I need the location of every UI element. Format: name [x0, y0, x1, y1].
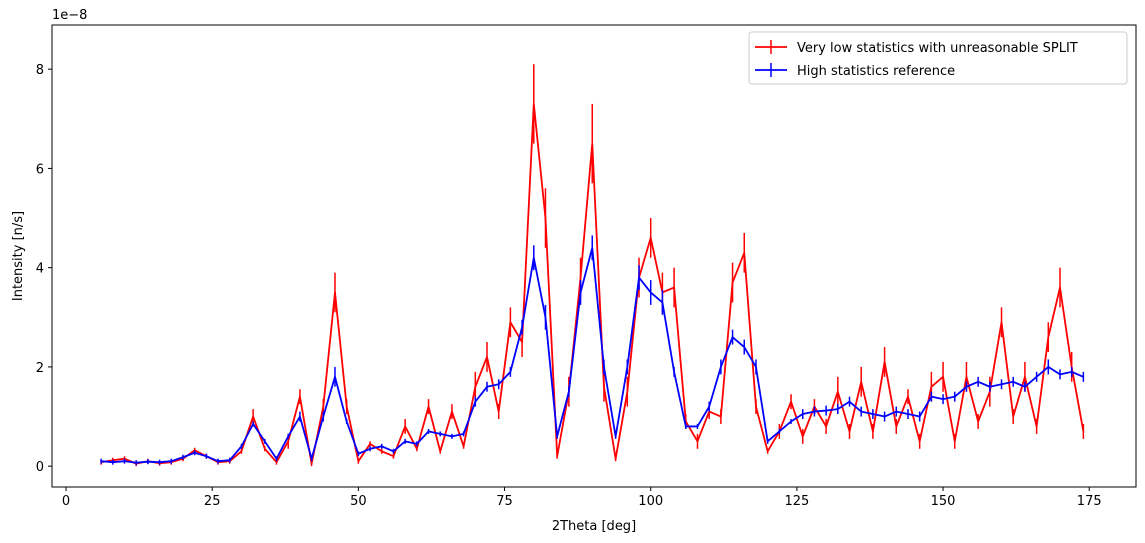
x-tick-label: 175: [1077, 494, 1102, 509]
x-tick-label: 150: [931, 494, 956, 509]
y-tick-label: 6: [36, 162, 44, 177]
y-tick-label: 8: [36, 63, 44, 78]
legend-label: Very low statistics with unreasonable SP…: [797, 41, 1078, 56]
legend-box: [748, 31, 1128, 85]
x-tick-label: 0: [62, 494, 70, 509]
x-tick-label: 100: [638, 494, 663, 509]
series-line: [100, 103, 1085, 465]
x-tick-label: 50: [350, 494, 367, 509]
plot-frame: [51, 24, 1137, 488]
y-tick-label: 0: [36, 460, 44, 475]
x-tick-label: 25: [204, 494, 221, 509]
x-tick-label: 75: [496, 494, 513, 509]
x-tick-label: 125: [784, 494, 809, 509]
y-tick-label: 4: [36, 262, 44, 277]
legend-label: High statistics reference: [797, 64, 955, 79]
series-line: [101, 246, 1084, 464]
x-axis-label: 2Theta [deg]: [552, 519, 636, 534]
y-tick-label: 2: [36, 361, 44, 376]
y-axis-label: Intensity [n/s]: [11, 211, 26, 301]
offset-text: 1e−8: [52, 8, 87, 23]
